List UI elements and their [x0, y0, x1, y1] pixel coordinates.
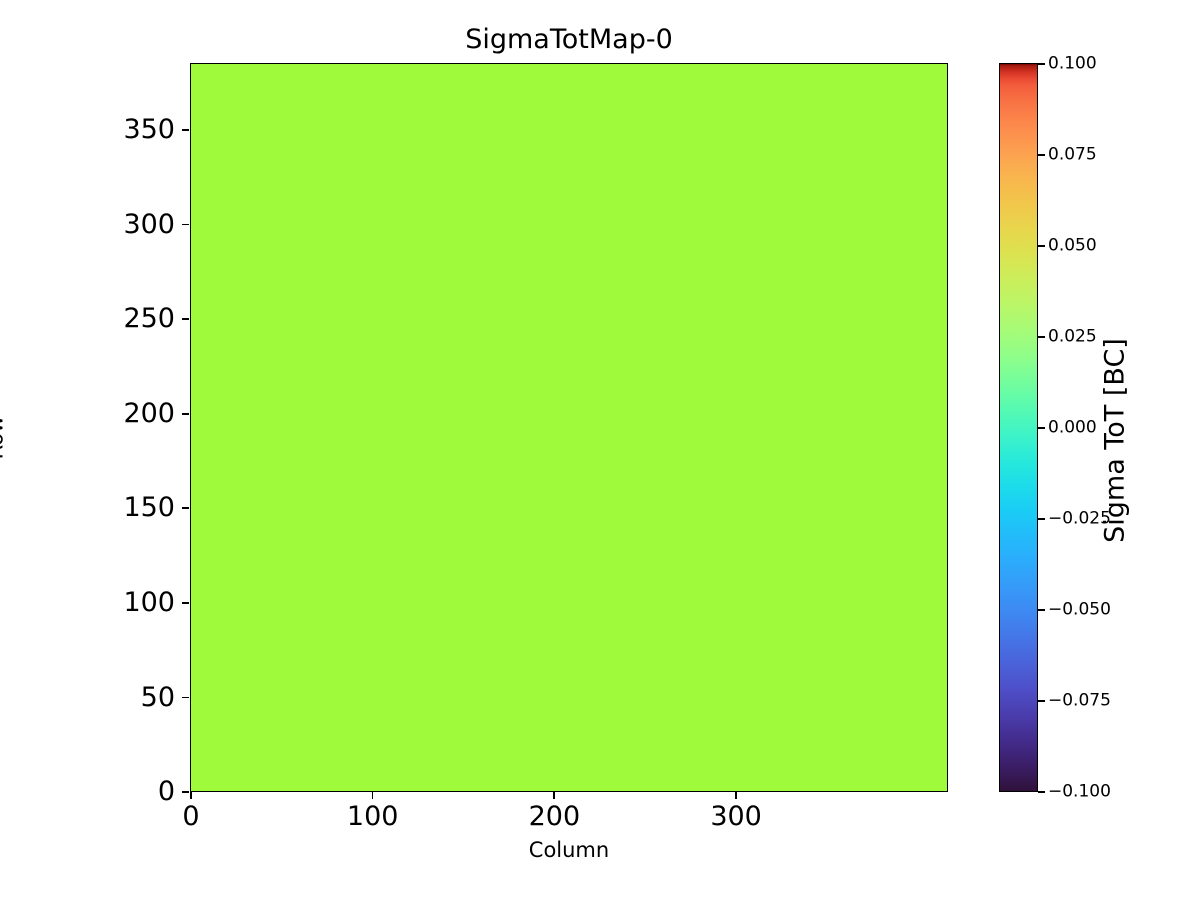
colorbar-tick-mark--0.025: [1038, 518, 1045, 520]
ytick-label-350: 350: [123, 114, 175, 146]
colorbar-tick-label--0.050: −0.050: [1048, 599, 1111, 620]
ytick-mark-200: [182, 412, 189, 415]
colorbar-tick-label-0.025: 0.025: [1048, 326, 1097, 347]
ytick-mark-0: [182, 791, 189, 793]
colorbar-tick-label--0.075: −0.075: [1048, 690, 1111, 711]
ytick-mark-250: [182, 318, 189, 320]
colorbar-tick-label-0.050: 0.050: [1048, 235, 1097, 256]
colorbar-tick-mark--0.050: [1038, 609, 1045, 611]
ytick-label-300: 300: [123, 208, 175, 240]
ytick-mark-300: [182, 223, 189, 226]
colorbar-tick-label-0.100: 0.100: [1048, 53, 1097, 74]
xtick-mark-200: [553, 792, 556, 799]
colorbar[interactable]: −0.100 −0.075 −0.050 −0.025 0.000 0.025 …: [999, 55, 1111, 800]
ytick-label-200: 200: [123, 397, 175, 429]
colorbar-tick-mark-0.075: [1038, 154, 1045, 156]
colorbar-tick-mark-0.100: [1038, 63, 1045, 65]
colorbar-tick-label-0.075: 0.075: [1048, 144, 1097, 165]
ytick-label-150: 150: [123, 492, 175, 524]
ytick-mark-100: [182, 601, 189, 604]
colorbar-tick-label--0.100: −0.100: [1048, 781, 1111, 802]
colorbar-tick-mark-0.050: [1038, 245, 1045, 247]
ytick-label-100: 100: [123, 586, 175, 618]
xtick-label-200: 200: [528, 801, 581, 832]
xtick-label-0: 0: [182, 801, 200, 832]
colorbar-tick-label--0.025: −0.025: [1048, 508, 1111, 529]
xtick-mark-0: [190, 792, 192, 799]
colorbar-tick-mark--0.075: [1038, 700, 1045, 702]
xtick-label-300: 300: [710, 801, 762, 832]
xtick-label-100: 100: [346, 801, 399, 832]
ytick-label-50: 50: [140, 681, 175, 713]
page-title: SigmaTotMap-0: [465, 24, 673, 55]
colorbar-tick-mark-0.000: [1038, 427, 1045, 429]
y-axis-label: Row: [0, 415, 8, 460]
xtick-mark-300: [735, 792, 737, 799]
heatmap-plot-area[interactable]: [190, 63, 948, 792]
ytick-mark-350: [182, 129, 189, 131]
colorbar-tick-label-0.000: 0.000: [1048, 417, 1097, 438]
colorbar-axis-label: Sigma ToT [BC]: [1099, 338, 1131, 543]
ytick-mark-50: [182, 696, 189, 699]
colorbar-gradient: [999, 63, 1038, 792]
colorbar-tick-mark-0.025: [1038, 336, 1045, 338]
ytick-label-250: 250: [123, 303, 175, 335]
xtick-mark-100: [371, 792, 374, 799]
colorbar-tick-mark--0.100: [1038, 791, 1045, 793]
ytick-label-0: 0: [157, 776, 175, 807]
ytick-mark-150: [182, 507, 189, 510]
x-axis-label: Column: [528, 838, 610, 862]
heatmap-image: [191, 64, 947, 791]
